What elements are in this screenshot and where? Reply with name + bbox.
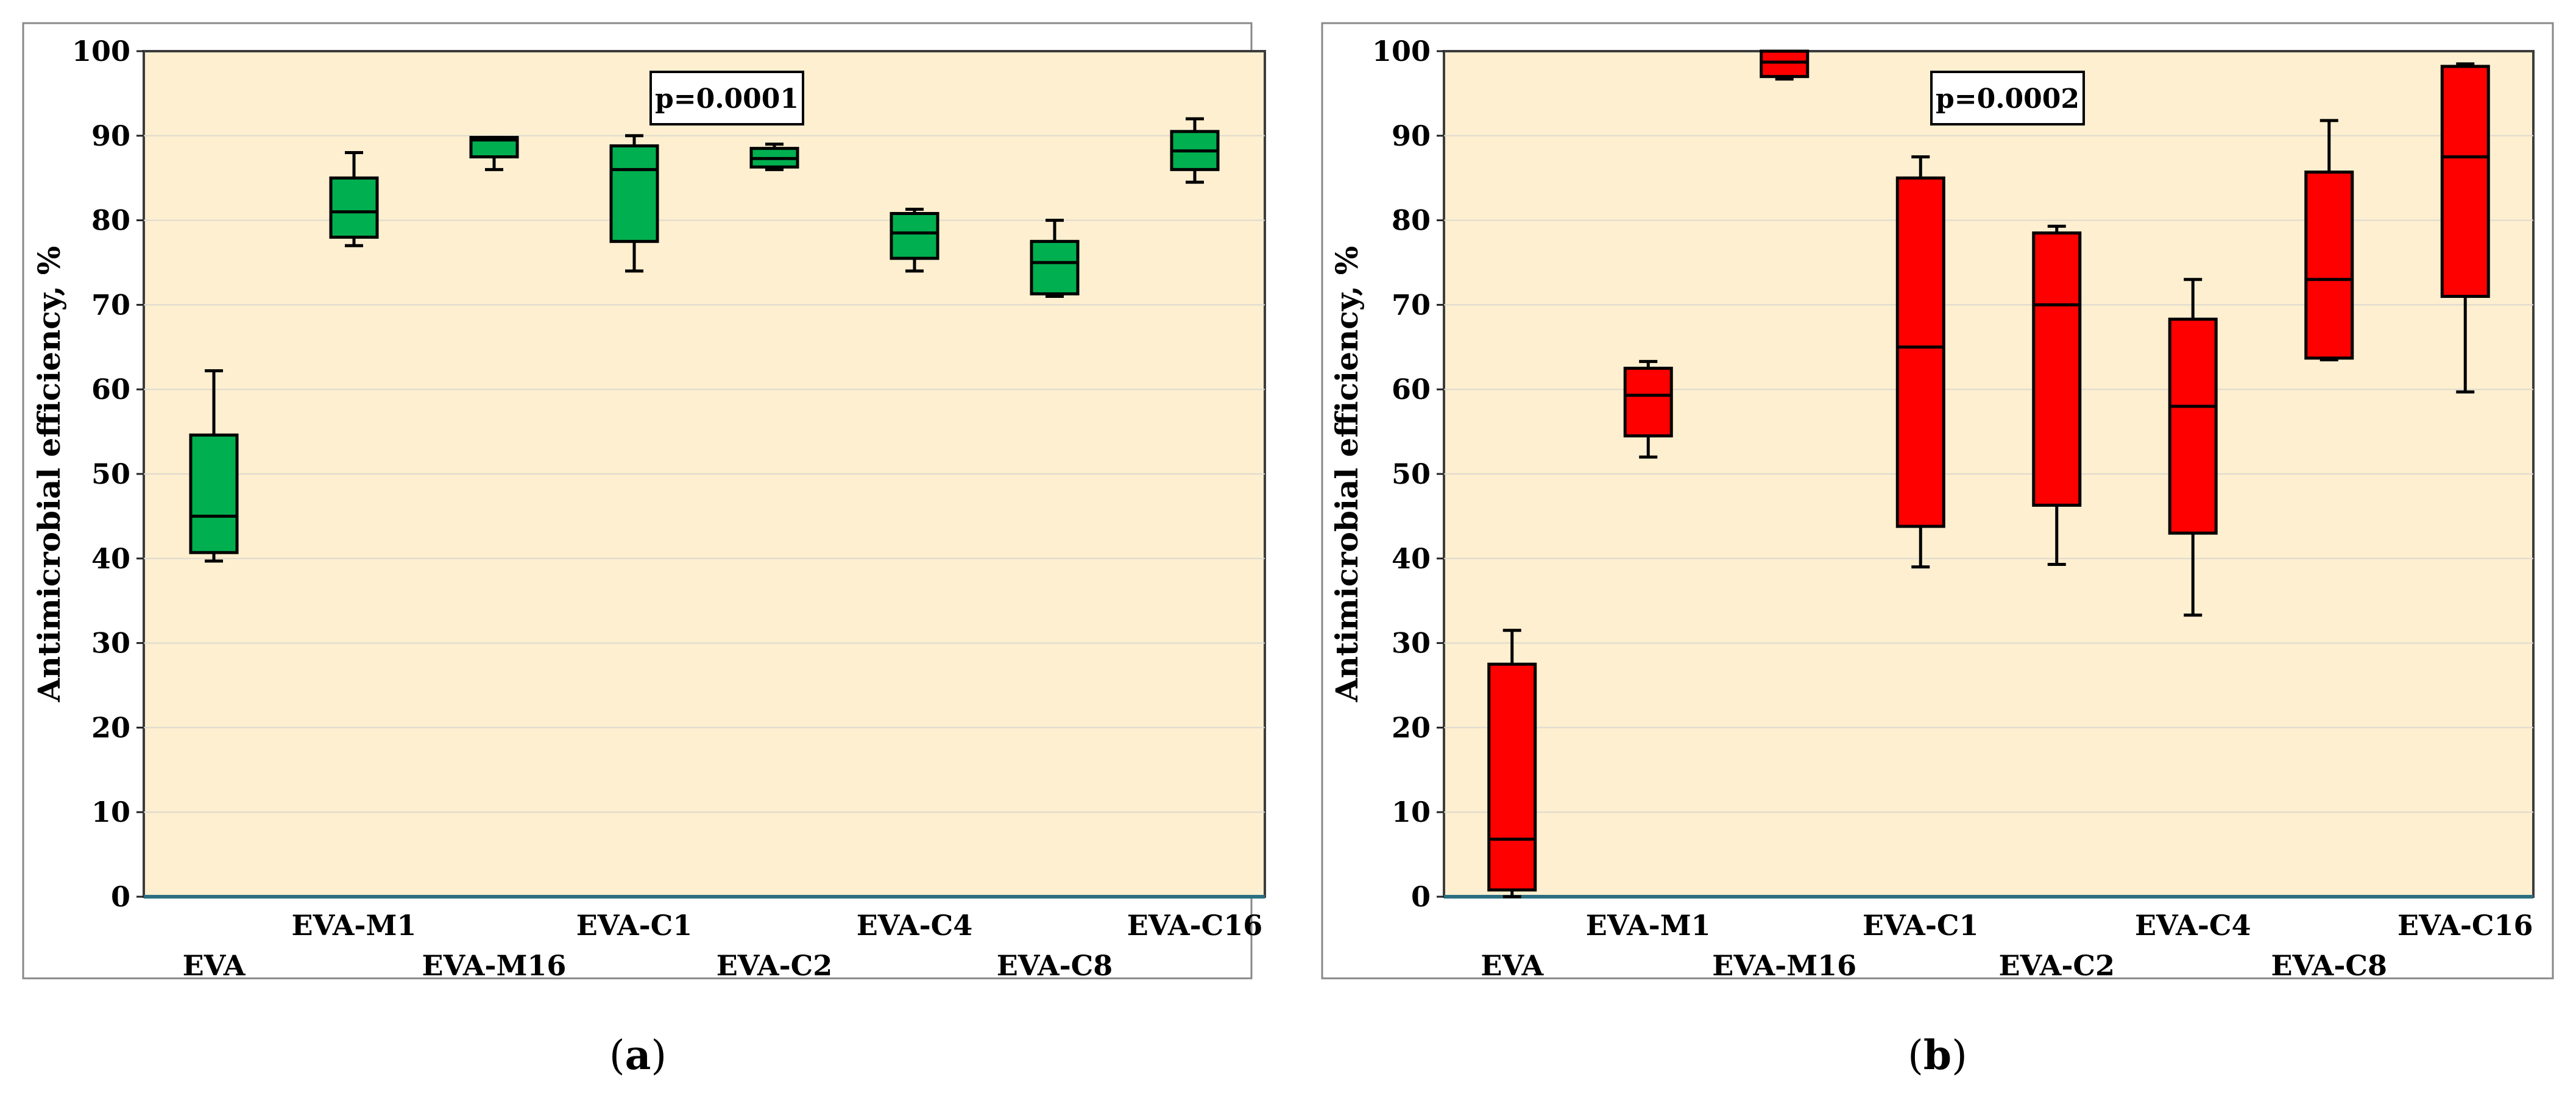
y-tick-label: 20	[1392, 711, 1431, 744]
box-iqr	[329, 176, 379, 239]
x-category-label: EVA-C4	[857, 909, 973, 942]
box-iqr	[1760, 49, 1810, 79]
x-category-label: EVA-C2	[717, 949, 833, 982]
box-eva-c2	[2032, 224, 2082, 567]
box-eva-c16	[1170, 117, 1220, 184]
y-tick-label: 60	[1392, 373, 1431, 406]
box-iqr	[1623, 367, 1673, 438]
y-tick-label: 100	[72, 35, 130, 68]
box-iqr	[2168, 317, 2218, 535]
box-iqr	[890, 211, 939, 260]
y-tick-label: 60	[91, 373, 130, 406]
y-tick-label: 20	[91, 711, 130, 744]
box-eva-c4	[890, 208, 939, 273]
box-eva-c16	[2440, 62, 2490, 394]
box-eva-c4	[2168, 278, 2218, 617]
p-value-annotation: p=0.0002	[1936, 83, 2079, 115]
y-tick-label: 30	[1392, 627, 1431, 660]
x-category-label: EVA-C1	[576, 909, 693, 942]
x-category-label: EVA-C16	[1127, 909, 1263, 942]
x-category-label: EVA-C4	[2135, 909, 2251, 942]
x-category-label: EVA	[1481, 949, 1544, 982]
box-iqr	[189, 433, 239, 554]
y-tick-label: 50	[1392, 457, 1431, 490]
y-tick-label: 80	[1392, 204, 1431, 237]
x-category-label: EVA-M1	[292, 909, 417, 942]
box-iqr	[2304, 170, 2354, 360]
box-iqr	[1030, 239, 1080, 295]
annotation-box	[649, 71, 804, 125]
y-tick-label: 70	[91, 288, 130, 321]
box-iqr	[609, 144, 659, 243]
x-category-label: EVA-M16	[422, 949, 567, 982]
y-axis-label: Antimicrobial efficiency, %	[31, 246, 67, 703]
y-tick-label: 90	[1392, 119, 1431, 152]
y-tick-label: 70	[1392, 288, 1431, 321]
box-iqr	[1487, 662, 1537, 892]
panel-label: (a)	[609, 1031, 667, 1079]
box-eva-c8	[2304, 119, 2354, 362]
x-category-label: EVA	[183, 949, 246, 982]
y-axis-label: Antimicrobial efficiency, %	[1329, 246, 1365, 703]
box-eva	[1487, 629, 1537, 899]
p-value-annotation: p=0.0001	[655, 83, 799, 115]
y-tick-label: 50	[91, 457, 130, 490]
y-tick-label: 0	[111, 880, 130, 913]
panel-label: (b)	[1908, 1031, 1967, 1079]
box-eva	[189, 369, 239, 563]
chart-panel-a: 0 10 20 30 40 50 60 70 80 90 100 Antimicrobial effi…	[22, 22, 1266, 1079]
x-category-label: EVA-C8	[997, 949, 1113, 982]
box-eva-c8	[1030, 219, 1080, 298]
box-eva-m16	[469, 136, 519, 171]
box-iqr	[2440, 65, 2490, 298]
y-tick-label: 100	[1372, 35, 1431, 68]
y-tick-label: 90	[91, 119, 130, 152]
y-tick-label: 10	[91, 796, 130, 828]
y-tick-label: 0	[1411, 880, 1431, 913]
y-tick-label: 40	[1392, 542, 1431, 575]
box-eva-m1	[1623, 359, 1673, 459]
y-tick-label: 30	[91, 627, 130, 660]
annotation-box	[1930, 71, 2085, 125]
x-category-label: EVA-M16	[1712, 949, 1856, 982]
box-iqr	[1895, 176, 1945, 528]
box-eva-c2	[749, 143, 799, 171]
chart-panel-b: 0 10 20 30 40 50 60 70 80 90 100 Antimicrobial effi…	[1321, 22, 2554, 1079]
box-iqr	[2032, 231, 2082, 507]
box-eva-c1	[1895, 155, 1945, 569]
y-tick-label: 10	[1392, 796, 1431, 828]
x-category-label: EVA-C8	[2271, 949, 2387, 982]
x-category-label: EVA-C1	[1863, 909, 1979, 942]
y-tick-label: 80	[91, 204, 130, 237]
x-category-label: EVA-C2	[1998, 949, 2115, 982]
box-eva-m1	[329, 151, 379, 247]
y-tick-label: 40	[91, 542, 130, 575]
box-eva-m16	[1760, 49, 1810, 81]
x-category-label: EVA-C16	[2397, 909, 2533, 942]
x-category-label: EVA-M1	[1586, 909, 1711, 942]
box-eva-c1	[609, 134, 659, 273]
